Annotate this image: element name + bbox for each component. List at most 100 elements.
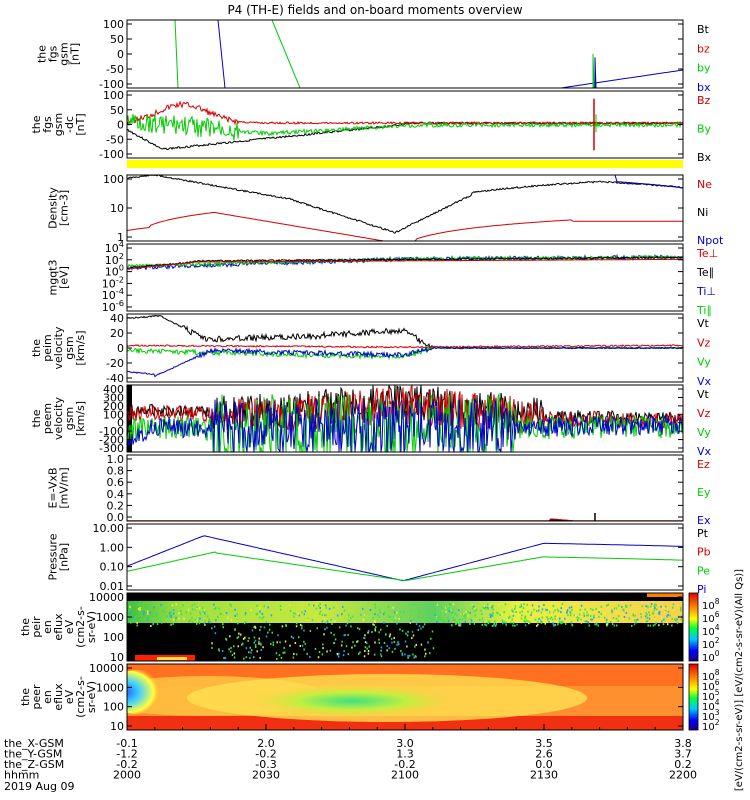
ytick-label: 100 <box>103 408 124 421</box>
spec-pixel <box>149 611 151 614</box>
spec-pixel <box>204 620 207 623</box>
spec-pixel <box>492 614 494 617</box>
ytick-label: -50 <box>106 63 124 76</box>
ytick-label: -300 <box>99 442 124 455</box>
spec-pixel <box>243 622 246 625</box>
spec-pixel <box>422 625 424 628</box>
spec-pixel <box>392 606 394 609</box>
spec-pixel <box>374 627 376 630</box>
axis-row-value: 3.0 <box>396 737 414 750</box>
spec-pixel <box>180 613 183 616</box>
spec-pixel <box>540 620 543 623</box>
colorbar-tick: 108 <box>702 668 720 683</box>
ytick-label: 0.2 <box>107 499 125 512</box>
spec-pixel <box>292 612 295 615</box>
spec-pixel <box>615 607 618 610</box>
spec-pixel <box>625 606 627 609</box>
spec-pixel <box>345 645 348 648</box>
legend-Vy: Vy <box>697 426 711 439</box>
spec-pixel <box>285 625 287 627</box>
by-line <box>174 20 179 88</box>
panel-the_peir_en_eflux: 10000 1000 100 10 thepeirenefluxeV(cm2-s-sr-… <box>19 591 684 664</box>
spec-pixel <box>646 620 649 622</box>
spec-pixel <box>357 640 359 643</box>
spec-pixel <box>459 622 461 625</box>
spec-pixel <box>356 640 358 643</box>
spec-pixel <box>658 624 660 627</box>
spec-pixel <box>589 615 592 617</box>
spec-pixel <box>640 616 642 619</box>
spec-pixel <box>584 611 586 613</box>
spec-pixel <box>325 606 327 609</box>
spec-pixel <box>227 616 229 619</box>
spec-pixel <box>364 650 366 652</box>
ytick-label: 1000 <box>96 611 124 624</box>
spec-pixel <box>533 608 535 611</box>
spec-pixel <box>152 623 154 626</box>
spec-pixel <box>260 643 262 646</box>
spec-pixel <box>680 618 683 621</box>
spec-pixel <box>366 642 368 645</box>
legend-bz: bz <box>697 42 710 55</box>
spec-pixel <box>577 617 580 619</box>
spec-pixel <box>560 611 562 614</box>
spec-pixel <box>143 603 145 606</box>
spec-pixel <box>484 623 486 626</box>
spec-pixel <box>467 614 469 617</box>
spec-pixel <box>391 641 393 644</box>
spec-pixel <box>652 624 655 627</box>
spec-pixel <box>364 634 366 637</box>
spec-pixel <box>595 607 597 610</box>
spec-pixel <box>161 621 163 624</box>
legend-Vt: Vt <box>697 317 710 330</box>
spec-pixel <box>237 635 240 638</box>
spec-pixel <box>303 629 305 632</box>
spec-pixel <box>452 617 454 620</box>
panel-plot-the_fgs_gsm <box>127 20 683 88</box>
spec-pixel <box>519 611 521 614</box>
spec-pixel <box>482 620 485 623</box>
spec-pixel <box>329 649 332 652</box>
spec-pixel <box>622 608 624 611</box>
spec-pixel <box>299 623 302 626</box>
spec-pixel <box>263 605 265 608</box>
panel-frame <box>126 384 684 453</box>
axis-row-value: -0.1 <box>116 737 137 750</box>
colorbar-gradient <box>688 663 699 731</box>
spec-pixel <box>634 619 636 622</box>
axis-row-value: 2100 <box>391 769 419 782</box>
spec-pixel <box>229 650 232 653</box>
ytick-label: 0.10 <box>100 561 125 574</box>
spec-pixel <box>150 625 152 627</box>
spec-pixel <box>292 637 295 640</box>
spec-pixel <box>646 613 648 616</box>
panel-plot-the_peer_en_eflux <box>127 664 683 730</box>
legend-Vz: Vz <box>697 407 711 420</box>
ytick-label: 0.0 <box>107 511 125 524</box>
spec-pixel <box>129 605 131 608</box>
spec-pixel <box>588 624 590 627</box>
spec-pixel <box>611 609 613 612</box>
spec-pixel <box>471 620 473 623</box>
spec-pixel <box>467 611 469 613</box>
spec-pixel <box>394 647 396 650</box>
legend-Vt: Vt <box>697 388 710 401</box>
spec-pixel <box>487 608 489 610</box>
spec-pixel <box>233 652 236 655</box>
spec-pixel <box>401 629 404 632</box>
spec-pixel <box>147 612 149 615</box>
spec-pixel <box>343 609 346 612</box>
spec-pixel <box>236 637 239 639</box>
spec-pixel <box>521 603 524 606</box>
spec-pixel <box>505 623 507 626</box>
spec-pixel <box>309 655 311 658</box>
spec-pixel <box>429 617 431 620</box>
spec-pixel <box>446 607 449 610</box>
spec-pixel <box>650 605 652 608</box>
ylabel: [nT] <box>69 43 82 65</box>
spec-pixel <box>276 657 278 660</box>
ytick-label: 10 <box>110 651 124 664</box>
spec-pixel <box>641 605 644 608</box>
ylabel: [nT] <box>74 113 87 135</box>
